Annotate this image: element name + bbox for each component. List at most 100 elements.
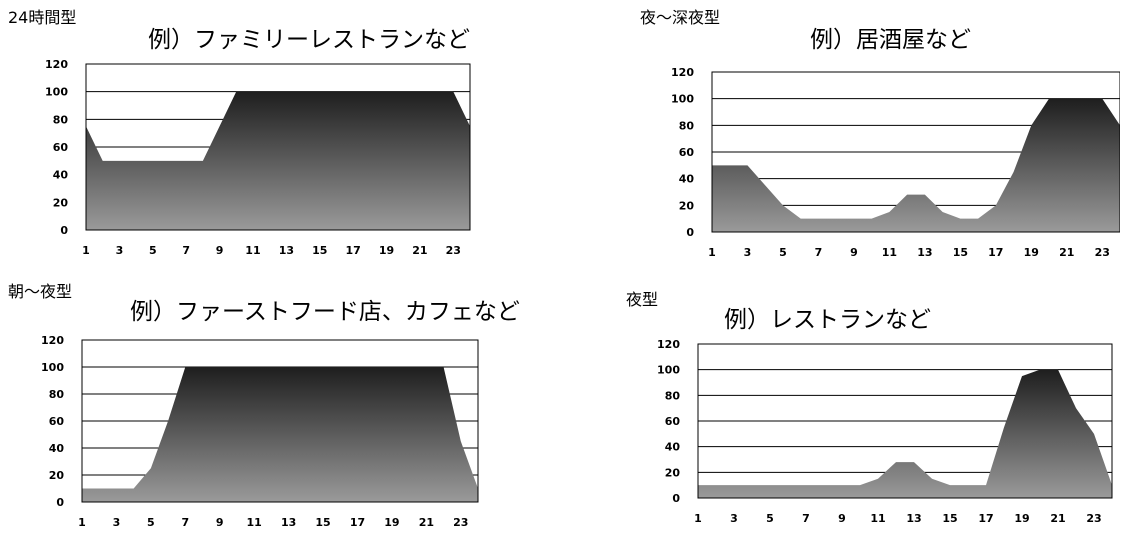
y-tick-label: 60 [53, 141, 69, 154]
y-tick-label: 120 [41, 334, 64, 347]
y-tick-label: 0 [672, 492, 680, 505]
x-tick-label: 17 [345, 244, 360, 257]
chart-title: 例）ファーストフード店、カフェなど [130, 299, 520, 325]
y-tick-label: 100 [671, 93, 694, 106]
x-tick-label: 5 [766, 512, 774, 525]
chart-title: 例）レストランなど [724, 307, 931, 333]
plot-frame [81, 339, 479, 503]
y-tick-label: 120 [657, 338, 680, 351]
x-tick-label: 23 [1086, 512, 1101, 525]
x-tick-label: 23 [446, 244, 461, 257]
x-tick-label: 7 [802, 512, 810, 525]
y-tick-label: 80 [679, 119, 695, 132]
y-tick-label: 0 [56, 496, 64, 509]
x-tick-label: 5 [149, 244, 157, 257]
chart-category-label: 24時間型 [8, 8, 77, 27]
x-tick-label: 13 [279, 244, 294, 257]
x-tick-label: 7 [815, 246, 823, 259]
x-tick-label: 23 [453, 516, 468, 529]
area-series [86, 91, 470, 231]
y-tick-label: 100 [45, 86, 68, 99]
y-tick-label: 100 [657, 364, 680, 377]
y-tick-label: 20 [679, 199, 695, 212]
x-tick-label: 15 [312, 244, 327, 257]
x-tick-label: 17 [350, 516, 365, 529]
y-tick-label: 80 [665, 389, 681, 402]
y-tick-label: 100 [41, 361, 64, 374]
plot-frame [711, 71, 1120, 233]
y-tick-label: 20 [53, 196, 69, 209]
x-tick-label: 17 [988, 246, 1003, 259]
x-tick-label: 1 [82, 244, 90, 257]
chart-panel-night: 夜型 例）レストランなど 0 20 40 60 80 100 120 1 3 5 7 9 11 13 15 1… [560, 268, 1120, 536]
chart-category-label: 夜〜深夜型 [640, 8, 721, 27]
y-tick-label: 120 [45, 58, 68, 71]
x-tick-label: 7 [181, 516, 189, 529]
x-tick-label: 1 [708, 246, 716, 259]
chart-panel-morning-night: 朝〜夜型 例）ファーストフード店、カフェなど 0 20 40 60 80 100 120 1 3… [0, 268, 560, 536]
x-tick-label: 19 [1024, 246, 1039, 259]
x-tick-label: 5 [779, 246, 787, 259]
plot-frame [697, 343, 1113, 499]
x-tick-label: 1 [694, 512, 702, 525]
x-tick-label: 5 [147, 516, 155, 529]
x-tick-label: 13 [281, 516, 296, 529]
x-tick-label: 3 [113, 516, 121, 529]
chart-title: 例）居酒屋など [810, 27, 971, 53]
y-tick-label: 40 [665, 441, 681, 454]
x-tick-label: 11 [245, 244, 260, 257]
x-tick-label: 7 [182, 244, 190, 257]
area-series [698, 369, 1112, 498]
x-tick-label: 9 [850, 246, 858, 259]
y-tick-label: 40 [49, 442, 65, 455]
x-tick-label: 19 [1014, 512, 1029, 525]
x-tick-label: 19 [384, 516, 399, 529]
y-tick-label: 60 [49, 415, 65, 428]
x-tick-label: 11 [870, 512, 885, 525]
y-tick-label: 60 [679, 146, 695, 159]
chart-panel-24h: 24時間型 例）ファミリーレストランなど 0 20 40 60 80 100 120 1 3 5 7… [0, 0, 560, 268]
x-tick-label: 21 [419, 516, 434, 529]
y-tick-label: 60 [665, 415, 681, 428]
x-tick-label: 13 [917, 246, 932, 259]
chart-panel-night-latenight: 夜〜深夜型 例）居酒屋など 0 20 40 60 80 100 120 1 3 5 7 9 11 13 15… [560, 0, 1120, 268]
y-tick-label: 120 [671, 66, 694, 79]
y-tick-label: 0 [60, 224, 68, 237]
x-tick-label: 13 [906, 512, 921, 525]
x-tick-label: 1 [78, 516, 86, 529]
x-tick-label: 15 [942, 512, 957, 525]
y-tick-label: 40 [679, 173, 695, 186]
y-tick-label: 0 [686, 226, 694, 239]
y-tick-label: 80 [49, 388, 65, 401]
x-tick-label: 21 [1059, 246, 1074, 259]
x-tick-label: 23 [1095, 246, 1110, 259]
x-tick-label: 9 [216, 244, 224, 257]
y-tick-label: 40 [53, 169, 69, 182]
y-tick-label: 20 [665, 466, 681, 479]
plot-frame [85, 63, 471, 231]
x-tick-label: 11 [247, 516, 262, 529]
x-tick-label: 9 [216, 516, 224, 529]
x-tick-label: 17 [978, 512, 993, 525]
chart-title: 例）ファミリーレストランなど [148, 27, 470, 53]
x-tick-label: 11 [882, 246, 897, 259]
x-tick-label: 19 [379, 244, 394, 257]
chart-category-label: 朝〜夜型 [8, 282, 73, 301]
x-tick-label: 21 [412, 244, 427, 257]
x-tick-label: 15 [315, 516, 330, 529]
y-tick-label: 80 [53, 113, 69, 126]
area-series [712, 98, 1120, 233]
x-tick-label: 3 [744, 246, 752, 259]
chart-category-label: 夜型 [626, 290, 659, 309]
x-tick-label: 3 [116, 244, 124, 257]
x-tick-label: 15 [953, 246, 968, 259]
area-series [82, 367, 478, 502]
x-tick-label: 3 [730, 512, 738, 525]
x-tick-label: 21 [1050, 512, 1065, 525]
x-tick-label: 9 [838, 512, 846, 525]
y-tick-label: 20 [49, 469, 65, 482]
